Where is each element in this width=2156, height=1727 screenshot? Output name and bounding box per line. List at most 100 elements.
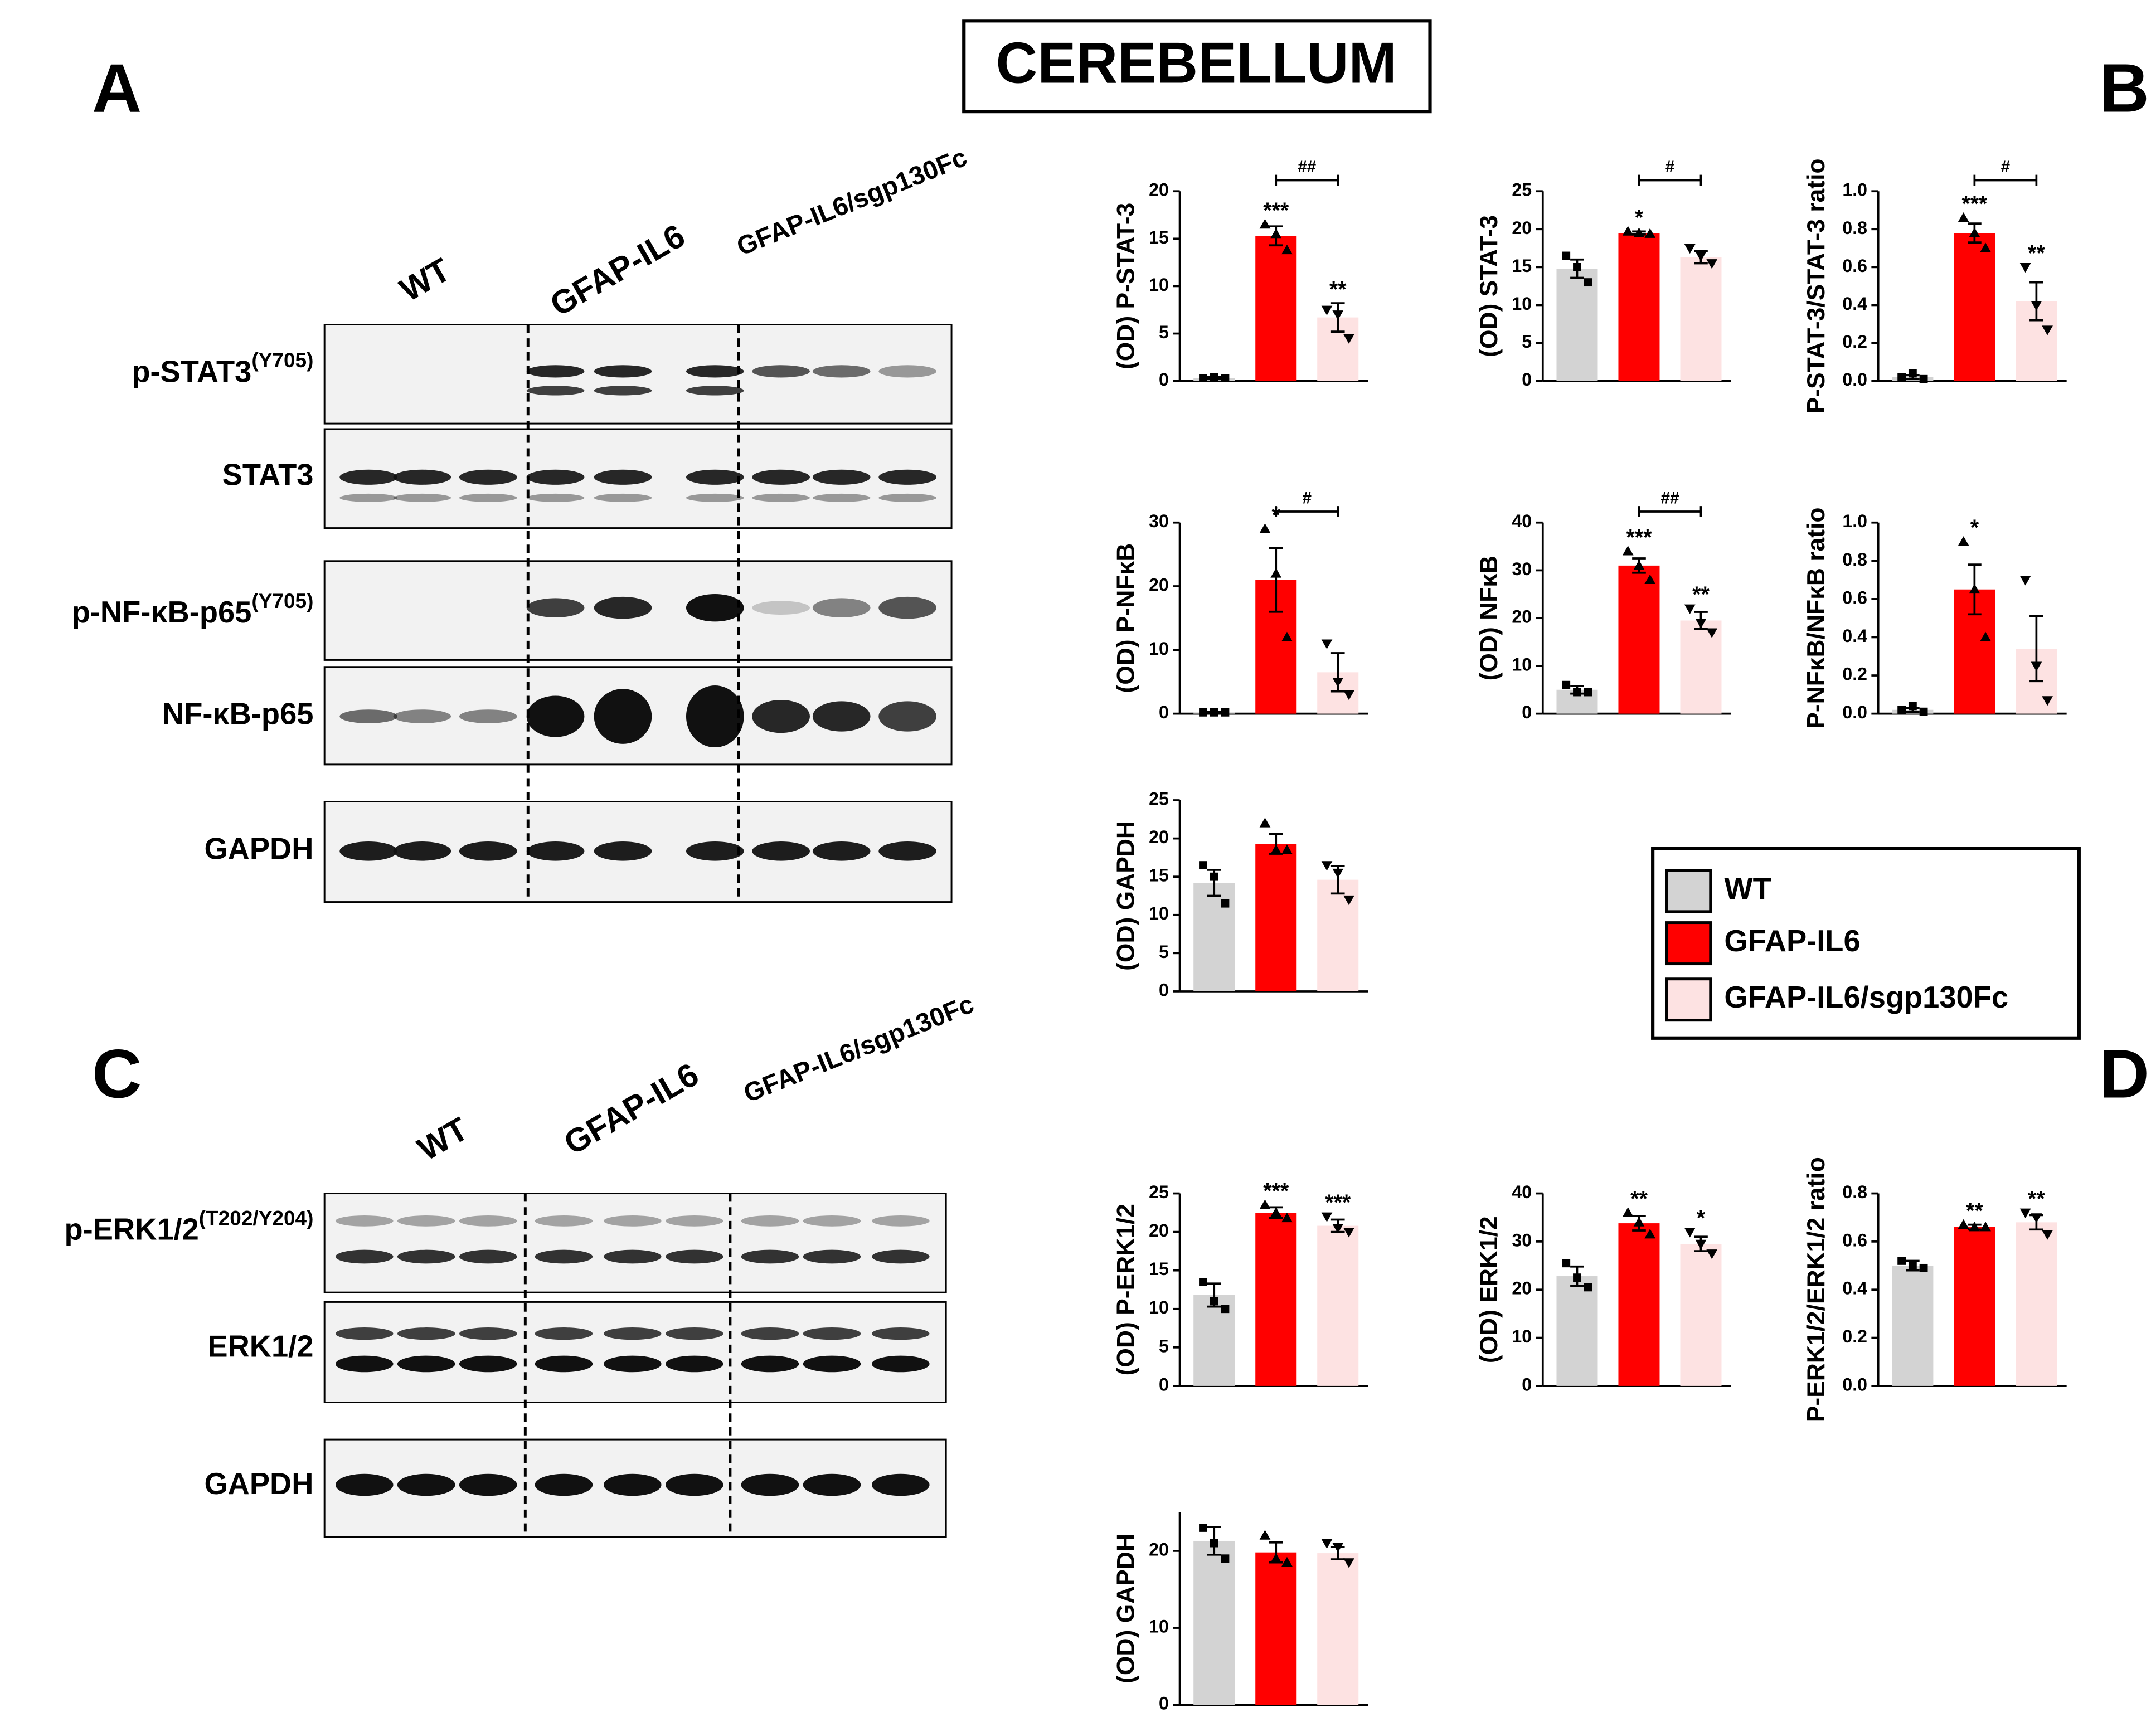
data-point [1908,702,1917,711]
y-tick-label: 0 [1159,1694,1169,1714]
blot-band [665,1355,723,1373]
y-tick-label: 20 [1149,180,1169,200]
blot-band [603,1473,662,1496]
blot-band [594,689,652,744]
blot-band [335,1473,394,1496]
data-point [1897,373,1906,382]
y-tick-label: 1.0 [1842,511,1867,531]
blot-band [459,1249,517,1264]
data-point [2019,576,2031,586]
blot-band [871,1355,930,1373]
blot-band [594,493,652,502]
blot-label-sup: (T202/Y204) [199,1207,314,1229]
y-tick-label: 0.8 [1842,1182,1867,1202]
data-point [1199,374,1207,382]
bar [1618,233,1660,381]
data-point [1980,1222,1991,1232]
data-point [1573,688,1581,697]
blot-band [594,386,652,396]
blot-band [871,1249,930,1264]
data-point [2042,325,2053,335]
blot-band [339,493,397,502]
bracket-label: ## [1298,158,1316,176]
blot-band [335,1249,394,1264]
data-point [1684,1228,1696,1238]
blot-band [871,1473,930,1496]
data-point [1897,706,1906,714]
data-point [1332,1543,1344,1553]
y-tick-label: 0 [1522,1374,1532,1394]
blot-band [803,1249,861,1264]
blot-band [812,493,871,502]
data-point [1969,227,1980,237]
blot-label: p-NF-κB-p65(Y705) [72,590,314,630]
bar [1556,269,1598,381]
y-axis-label: (OD) P-STAT-3 [1113,203,1140,369]
significance-label: *** [1961,192,1988,216]
blot-band [526,365,585,378]
data-point [1221,899,1230,908]
blot-band [594,596,652,619]
blot-label-text: STAT3 [222,458,314,492]
blot-band [339,469,397,485]
blot-band [741,1215,799,1227]
significance-label: * [1697,1206,1706,1230]
data-point [2042,696,2053,706]
significance-label: *** [1263,198,1289,223]
y-tick-label: 0.0 [1842,369,1867,390]
y-tick-label: 25 [1149,789,1169,809]
data-point [1343,334,1354,344]
y-tick-label: 0.6 [1842,587,1867,607]
data-point [1584,1283,1592,1292]
data-point [1270,844,1282,854]
y-tick-label: 25 [1512,180,1532,200]
data-point [1644,574,1656,584]
legend-label: WT [1724,872,1771,906]
y-tick-label: 0.2 [1842,664,1867,684]
blot-band [812,469,871,485]
legend-swatch [1665,869,1712,913]
blot-band [397,1355,455,1373]
bar [1255,1213,1297,1386]
data-point [2019,262,2031,273]
legend-label: GFAP-IL6 [1724,924,1860,958]
y-tick-label: 0.4 [1842,626,1867,646]
data-point [1332,678,1344,688]
blot-band [335,1355,394,1373]
blot-band [339,841,397,861]
blot-label: ERK1/2 [207,1330,313,1364]
data-point [1980,242,1991,252]
bar [1954,233,1995,381]
y-tick-label: 20 [1149,575,1169,595]
blot-band [594,469,652,485]
blot-band [535,1473,593,1496]
data-point [1908,369,1917,378]
bar [1618,565,1660,714]
data-point [1897,1257,1906,1265]
bar [1317,1225,1359,1386]
y-axis-label: (OD) ERK1/2 [1475,1216,1503,1363]
data-point [1259,1199,1271,1209]
significance-label: ** [2028,241,2045,266]
y-tick-label: 5 [1159,322,1169,342]
y-tick-label: 0.8 [1842,218,1867,238]
y-tick-label: 0.2 [1842,1326,1867,1346]
blot-band [397,1215,455,1227]
data-point [1958,536,1969,546]
y-tick-label: 15 [1149,1259,1169,1279]
bar [1892,1266,1934,1386]
y-tick-label: 30 [1149,511,1169,531]
data-point [1270,228,1282,239]
data-point [1695,1239,1707,1250]
data-point [1270,1553,1282,1563]
blot-band [686,493,744,502]
bracket-label: # [2001,158,2010,176]
blot-label: GAPDH [204,1467,313,1501]
y-tick-label: 30 [1512,559,1532,579]
data-point [1281,631,1293,641]
blot-band [752,841,810,861]
data-point [1343,895,1354,906]
data-point [1332,868,1344,879]
blot-band [878,701,936,732]
blot-band [397,1473,455,1496]
